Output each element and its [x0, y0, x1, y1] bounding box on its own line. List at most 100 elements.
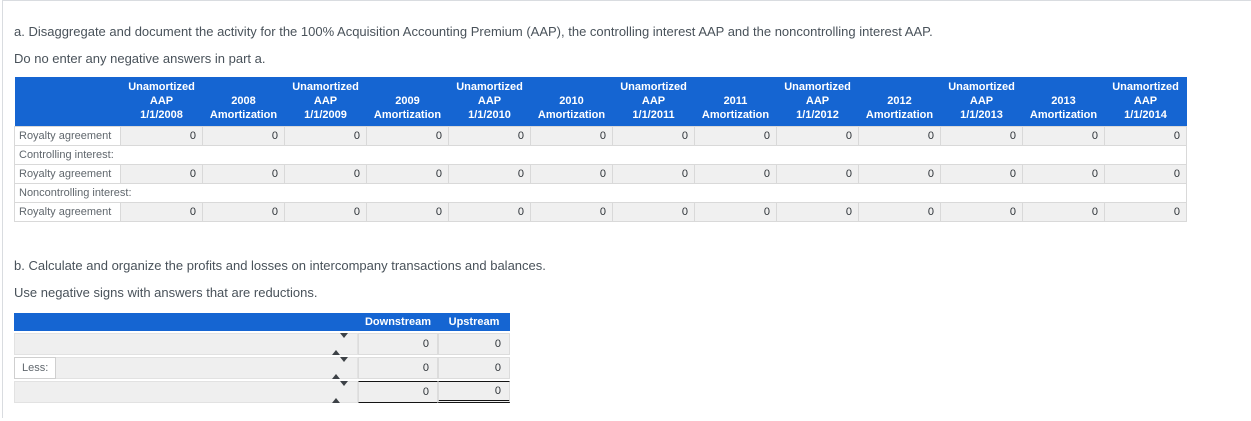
aap-row-label: Royalty agreement [14, 164, 121, 184]
aap-column-header-8: Unamortized AAP 1/1/2012 [776, 77, 859, 127]
aap-input-cell-r4-c0[interactable]: 0 [120, 202, 203, 222]
part-b-instruction: b. Calculate and organize the profits an… [14, 258, 546, 273]
aap-column-header-0: Unamortized AAP 1/1/2008 [120, 77, 203, 127]
ic-select-row-inner [15, 333, 357, 355]
row-account-select[interactable] [332, 381, 357, 403]
aap-data-row: Royalty agreement 0 0 0 0 0 0 0 0 0 0 0 0 0 [14, 164, 1187, 184]
ic-row: Less: 0 0 [14, 357, 510, 379]
downstream-value-cell-r2[interactable]: 0 [358, 381, 438, 403]
upstream-value-cell-r1[interactable]: 0 [438, 357, 510, 379]
aap-column-header-6: Unamortized AAP 1/1/2011 [612, 77, 695, 127]
aap-input-cell-r0-c0[interactable]: 0 [120, 126, 203, 146]
aap-input-cell-r2-c6[interactable]: 0 [612, 164, 695, 184]
spacer [56, 358, 332, 378]
arrow-up-icon [332, 386, 340, 403]
arrow-up-icon [332, 338, 340, 355]
downstream-value-cell-r0[interactable]: 0 [358, 333, 438, 355]
aap-column-header-5: 2010 Amortization [530, 77, 613, 127]
aap-input-cell-r4-c4[interactable]: 0 [448, 202, 531, 222]
upstream-value-cell-r2[interactable]: 0 [438, 381, 510, 403]
ic-account-select-cell [14, 333, 358, 355]
select-arrows-icon [332, 333, 348, 355]
aap-activity-table: Unamortized AAP 1/1/2008 2008 Amortization Un… [14, 77, 1187, 222]
select-arrows-icon [332, 381, 348, 403]
aap-input-cell-r4-c12[interactable]: 0 [1104, 202, 1187, 222]
aap-input-cell-r2-c2[interactable]: 0 [284, 164, 367, 184]
aap-input-cell-r2-c9[interactable]: 0 [858, 164, 941, 184]
aap-input-cell-r4-c9[interactable]: 0 [858, 202, 941, 222]
upstream-column-header: Upstream [438, 313, 510, 331]
aap-input-cell-r4-c8[interactable]: 0 [776, 202, 859, 222]
aap-input-cell-r2-c8[interactable]: 0 [776, 164, 859, 184]
aap-input-cell-r4-c2[interactable]: 0 [284, 202, 367, 222]
ic-select-row-inner [15, 381, 357, 403]
aap-input-cell-r2-c3[interactable]: 0 [366, 164, 449, 184]
aap-data-row: Royalty agreement 0 0 0 0 0 0 0 0 0 0 0 0 0 [14, 126, 1187, 146]
aap-input-cell-r2-c10[interactable]: 0 [940, 164, 1023, 184]
spacer [15, 334, 332, 354]
ic-account-select-cell: Less: [14, 357, 358, 379]
aap-input-cell-r2-c7[interactable]: 0 [694, 164, 777, 184]
aap-input-cell-r4-c11[interactable]: 0 [1022, 202, 1105, 222]
row-account-select[interactable] [332, 357, 357, 379]
aap-column-header-4: Unamortized AAP 1/1/2010 [448, 77, 531, 127]
downstream-value-cell-r1[interactable]: 0 [358, 357, 438, 379]
aap-input-cell-r0-c12[interactable]: 0 [1104, 126, 1187, 146]
aap-column-header-12: Unamortized AAP 1/1/2014 [1104, 77, 1187, 127]
aap-input-cell-r4-c1[interactable]: 0 [202, 202, 285, 222]
ic-select-row-inner: Less: [14, 357, 357, 379]
aap-column-header-1: 2008 Amortization [202, 77, 285, 127]
aap-input-cell-r0-c1[interactable]: 0 [202, 126, 285, 146]
aap-column-header-2: Unamortized AAP 1/1/2009 [284, 77, 367, 127]
less-label: Less: [14, 357, 57, 379]
part-a-instruction: a. Disaggregate and document the activit… [14, 24, 933, 39]
aap-input-cell-r2-c12[interactable]: 0 [1104, 164, 1187, 184]
part-b-note: Use negative signs with answers that are… [14, 285, 318, 300]
arrow-down-icon [340, 381, 348, 398]
aap-input-cell-r0-c10[interactable]: 0 [940, 126, 1023, 146]
aap-input-cell-r2-c1[interactable]: 0 [202, 164, 285, 184]
upstream-value-cell-r0[interactable]: 0 [438, 333, 510, 355]
aap-column-header-3: 2009 Amortization [366, 77, 449, 127]
aap-column-header-9: 2012 Amortization [858, 77, 941, 127]
aap-input-cell-r4-c6[interactable]: 0 [612, 202, 695, 222]
aap-column-header-7: 2011 Amortization [694, 77, 777, 127]
aap-input-cell-r0-c6[interactable]: 0 [612, 126, 695, 146]
spacer [15, 382, 332, 402]
aap-input-cell-r0-c11[interactable]: 0 [1022, 126, 1105, 146]
aap-input-cell-r2-c4[interactable]: 0 [448, 164, 531, 184]
aap-input-cell-r0-c3[interactable]: 0 [366, 126, 449, 146]
aap-input-cell-r4-c3[interactable]: 0 [366, 202, 449, 222]
aap-input-cell-r0-c5[interactable]: 0 [530, 126, 613, 146]
aap-column-header-10: Unamortized AAP 1/1/2013 [940, 77, 1023, 127]
aap-data-row: Royalty agreement 0 0 0 0 0 0 0 0 0 0 0 0 0 [14, 202, 1187, 222]
aap-row-label: Royalty agreement [14, 202, 121, 222]
aap-input-cell-r0-c9[interactable]: 0 [858, 126, 941, 146]
aap-input-cell-r0-c2[interactable]: 0 [284, 126, 367, 146]
aap-row-label: Royalty agreement [14, 126, 121, 146]
aap-input-cell-r2-c11[interactable]: 0 [1022, 164, 1105, 184]
aap-corner-cell [14, 77, 121, 127]
aap-section-label: Noncontrolling interest: [14, 183, 1187, 203]
select-arrows-icon [332, 357, 348, 379]
part-a-note: Do no enter any negative answers in part… [14, 51, 266, 66]
aap-section-label: Controlling interest: [14, 145, 1187, 165]
aap-input-cell-r0-c7[interactable]: 0 [694, 126, 777, 146]
aap-input-cell-r2-c0[interactable]: 0 [120, 164, 203, 184]
ic-corner-cell [14, 313, 358, 331]
aap-input-cell-r4-c5[interactable]: 0 [530, 202, 613, 222]
ic-account-select-cell [14, 381, 358, 403]
row-account-select[interactable] [332, 333, 357, 355]
arrow-down-icon [340, 357, 348, 374]
downstream-column-header: Downstream [358, 313, 438, 331]
aap-input-cell-r2-c5[interactable]: 0 [530, 164, 613, 184]
aap-input-cell-r4-c7[interactable]: 0 [694, 202, 777, 222]
arrow-up-icon [332, 362, 340, 379]
aap-input-cell-r0-c4[interactable]: 0 [448, 126, 531, 146]
aap-input-cell-r0-c8[interactable]: 0 [776, 126, 859, 146]
aap-input-cell-r4-c10[interactable]: 0 [940, 202, 1023, 222]
intercompany-table: Downstream Upstream 0 0 Less: 0 0 0 0 [14, 311, 510, 405]
